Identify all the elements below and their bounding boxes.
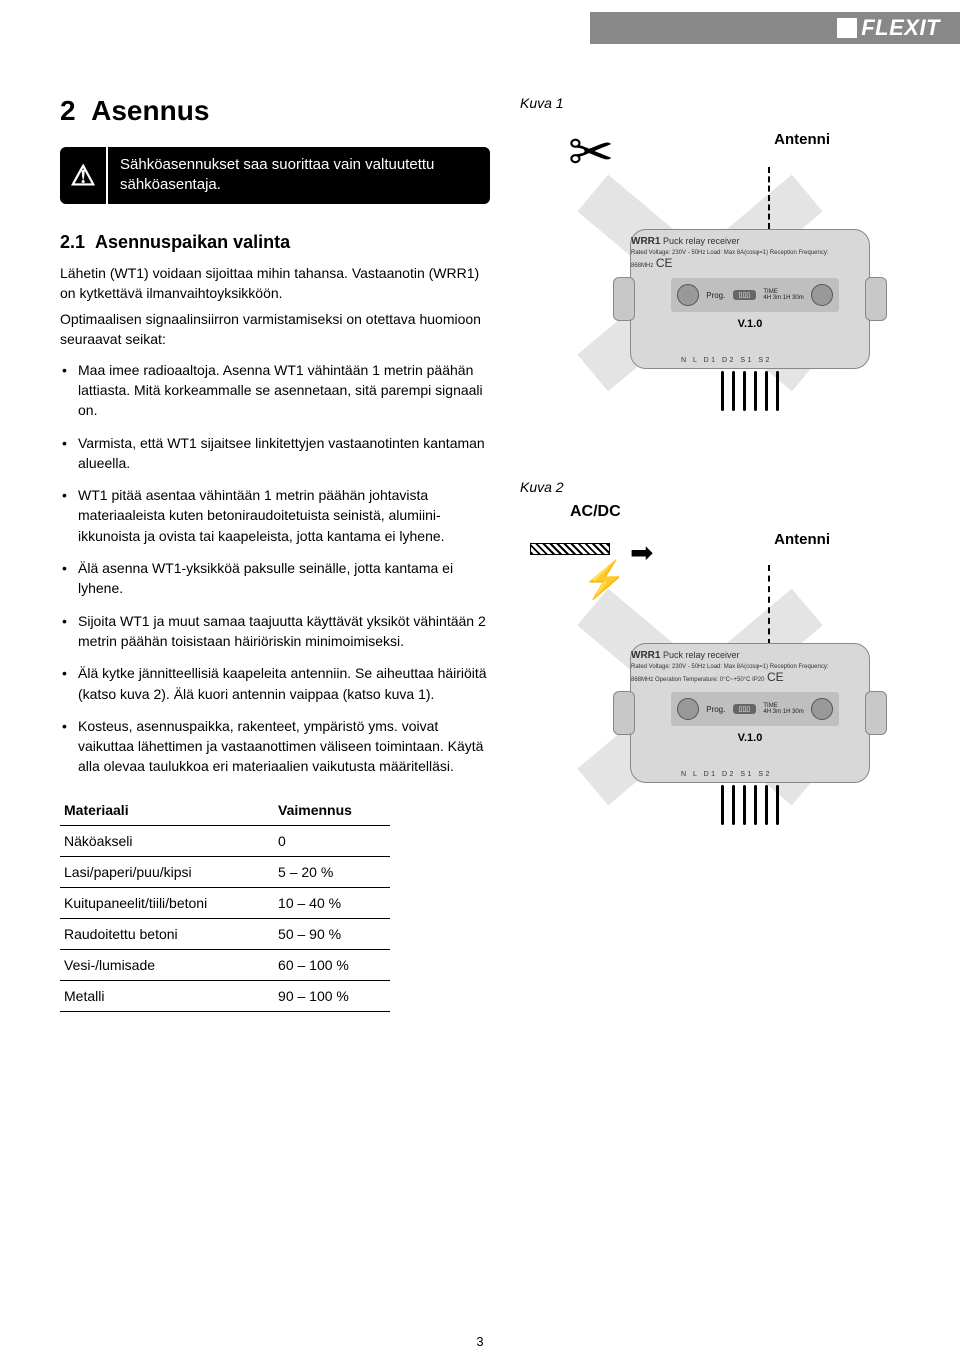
table-row: Metalli90 – 100 % — [60, 980, 390, 1011]
brand-logo-icon — [837, 18, 857, 38]
antenna-wire — [768, 167, 770, 229]
device-diagram: WRR1 Puck relay receiver Rated Voltage: … — [630, 229, 870, 369]
device-dial-row: Prog. ▯▯▯ TIME4H 3m 1H 30m — [671, 692, 839, 726]
brand-banner: FLEXIT — [590, 12, 960, 44]
table-header: Materiaali — [60, 795, 274, 826]
figure-2: AC/DC Antenni ➡ ⚡ WRR1 Puck relay receiv… — [520, 503, 880, 843]
figure-1: Antenni ✂ WRR1 Puck relay receiver Rated… — [520, 119, 880, 429]
table-row: Kuitupaneelit/tiili/betoni10 – 40 % — [60, 887, 390, 918]
dial-icon — [677, 284, 699, 306]
table-row: Vesi-/lumisade60 – 100 % — [60, 949, 390, 980]
list-item: Älä kytke jännitteellisiä kaapeleita ant… — [60, 663, 490, 704]
dial-icon — [811, 284, 833, 306]
device-terminals: N L D1 D2 S1 S2 — [681, 357, 829, 364]
dial-icon — [811, 698, 833, 720]
device-wires — [710, 371, 790, 421]
list-item: Älä asenna WT1-yksikköä paksulle seinäll… — [60, 558, 490, 599]
list-item: Sijoita WT1 ja muut samaa taajuutta käyt… — [60, 611, 490, 652]
device-version: V.1.0 — [631, 732, 869, 744]
table-row: Näköakseli0 — [60, 825, 390, 856]
device-lug — [613, 277, 635, 321]
table-header: Vaimennus — [274, 795, 390, 826]
device-version: V.1.0 — [631, 318, 869, 330]
ce-mark-icon: CE — [656, 256, 673, 270]
brand-logo: FLEXIT — [837, 15, 940, 41]
device-label: WRR1 Puck relay receiver Rated Voltage: … — [631, 236, 841, 270]
dial-icon — [677, 698, 699, 720]
device-dial-row: Prog. ▯▯▯ TIME4H 3m 1H 30m — [671, 278, 839, 312]
subsection-title: 2.1 Asennuspaikan valinta — [60, 232, 490, 253]
list-item: Varmista, että WT1 sijaitsee linkitettyj… — [60, 433, 490, 474]
attenuation-table: Materiaali Vaimennus Näköakseli0 Lasi/pa… — [60, 795, 390, 1012]
device-label: WRR1 Puck relay receiver Rated Voltage: … — [631, 650, 841, 684]
list-item: Maa imee radioaaltoja. Asenna WT1 vähint… — [60, 360, 490, 421]
antenna-wire — [768, 565, 770, 645]
bullet-list: Maa imee radioaaltoja. Asenna WT1 vähint… — [60, 360, 490, 777]
device-lug — [865, 691, 887, 735]
acdc-label: AC/DC — [570, 503, 621, 521]
ce-mark-icon: CE — [767, 670, 784, 684]
list-item: WT1 pitää asentaa vähintään 1 metrin pää… — [60, 485, 490, 546]
brand-name: FLEXIT — [861, 15, 940, 41]
device-wires — [710, 785, 790, 835]
section-title: 2 Asennus — [60, 95, 490, 127]
antenna-label: Antenni — [774, 531, 830, 548]
device-lug — [613, 691, 635, 735]
pliers-icon: ✂ — [568, 125, 614, 180]
intro-p1: Lähetin (WT1) voidaan sijoittaa mihin ta… — [60, 263, 490, 304]
intro-p2: Optimaalisen signaalinsiirron varmistami… — [60, 309, 490, 350]
arrow-icon: ➡ — [630, 539, 653, 567]
device-diagram: WRR1 Puck relay receiver Rated Voltage: … — [630, 643, 870, 783]
device-terminals: N L D1 D2 S1 S2 — [681, 771, 829, 778]
warning-icon: ⚠ — [60, 147, 106, 204]
figure-1-label: Kuva 1 — [520, 95, 880, 111]
page-number: 3 — [476, 1334, 483, 1349]
device-lug — [865, 277, 887, 321]
table-row: Raudoitettu betoni50 – 90 % — [60, 918, 390, 949]
warning-text: Sähköasennukset saa suorittaa vain valtu… — [106, 147, 490, 204]
warning-box: ⚠ Sähköasennukset saa suorittaa vain val… — [60, 147, 490, 204]
cable-hatch-icon — [530, 543, 610, 555]
table-row: Lasi/paperi/puu/kipsi5 – 20 % — [60, 856, 390, 887]
antenna-label: Antenni — [774, 131, 830, 148]
figure-2-label: Kuva 2 — [520, 479, 880, 495]
list-item: Kosteus, asennuspaikka, rakenteet, ympär… — [60, 716, 490, 777]
lightning-icon: ⚡ — [582, 559, 627, 601]
